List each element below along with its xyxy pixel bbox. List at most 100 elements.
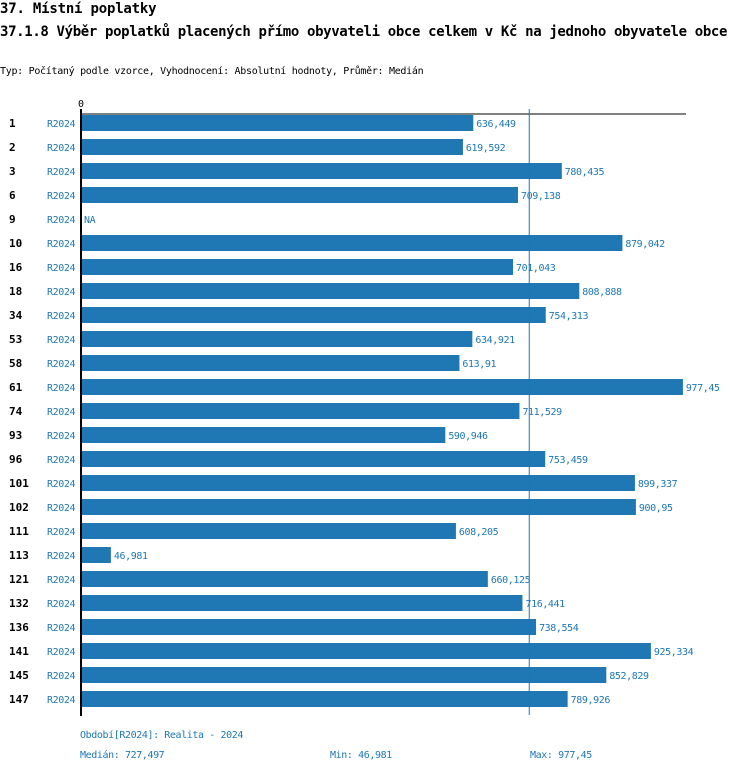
period-label: R2024 <box>47 623 75 634</box>
period-label: R2024 <box>47 551 75 562</box>
category-label: 10 <box>9 237 22 250</box>
category-label: 141 <box>9 645 29 658</box>
period-label: R2024 <box>47 575 75 586</box>
category-label: 1 <box>9 117 16 130</box>
bar <box>82 235 623 251</box>
bar-value-label: 613,91 <box>462 359 496 370</box>
bar-value-label: 780,435 <box>565 167 605 178</box>
category-label: 111 <box>9 525 29 538</box>
max-stat: Max: 977,45 <box>530 750 592 761</box>
period-label: R2024 <box>47 119 75 130</box>
period-label: R2024 <box>47 167 75 178</box>
period-label: R2024 <box>47 695 75 706</box>
bar <box>82 595 523 611</box>
category-label: 136 <box>9 621 29 634</box>
category-label: 61 <box>9 381 23 394</box>
category-label: 132 <box>9 597 29 610</box>
period-label: R2024 <box>47 383 75 394</box>
category-label: 96 <box>9 453 23 466</box>
category-label: 93 <box>9 429 22 442</box>
bar-value-label: 753,459 <box>548 455 588 466</box>
median-stat: Medián: 727,497 <box>80 750 165 761</box>
bar-value-label: 900,95 <box>639 503 673 514</box>
bar-value-label: 852,829 <box>609 671 649 682</box>
period-label: R2024 <box>47 599 75 610</box>
chart-subtitle: Typ: Počítaný podle vzorce, Vyhodnocení:… <box>0 66 424 77</box>
bar <box>82 667 607 683</box>
bar-value-label: 590,946 <box>448 431 488 442</box>
bar <box>82 187 518 203</box>
bar-value-label: 709,138 <box>521 191 561 202</box>
bar <box>82 523 456 539</box>
category-label: 147 <box>9 693 29 706</box>
bar <box>82 691 568 707</box>
period-label: R2024 <box>47 287 75 298</box>
bar <box>82 163 562 179</box>
period-label: R2024 <box>47 671 75 682</box>
category-label: 53 <box>9 333 22 346</box>
bar <box>82 355 460 371</box>
bar-value-label: 738,554 <box>539 623 579 634</box>
category-label: 2 <box>9 141 16 154</box>
bar <box>82 571 488 587</box>
bar-value-label: 754,313 <box>549 311 589 322</box>
bar <box>82 331 473 347</box>
bar-value-label: 634,921 <box>475 335 515 346</box>
min-stat: Min: 46,981 <box>330 750 392 761</box>
bar-value-label: 808,888 <box>582 287 622 298</box>
category-label: 113 <box>9 549 29 562</box>
category-label: 102 <box>9 501 29 514</box>
bar-value-label: NA <box>84 215 96 226</box>
bar-value-label: 46,981 <box>114 551 148 562</box>
bar <box>82 115 474 131</box>
bar-value-label: 879,042 <box>625 239 665 250</box>
period-label: R2024 <box>47 191 75 202</box>
bar-value-label: 899,337 <box>638 479 678 490</box>
bar <box>82 427 446 443</box>
category-label: 101 <box>9 477 29 490</box>
period-label: R2024 <box>47 239 75 250</box>
period-label: R2024 <box>47 143 75 154</box>
period-label: R2024 <box>47 359 75 370</box>
bar-value-label: 925,334 <box>654 647 694 658</box>
bar <box>82 619 537 635</box>
bar-value-label: 619,592 <box>466 143 506 154</box>
category-label: 6 <box>9 189 16 202</box>
bar-value-label: 636,449 <box>476 119 516 130</box>
category-label: 145 <box>9 669 29 682</box>
bar-value-label: 660,125 <box>491 575 531 586</box>
period-label: R2024 <box>47 647 75 658</box>
bar <box>82 643 651 659</box>
bar-value-label: 716,441 <box>525 599 565 610</box>
period-label: R2024 <box>47 263 75 274</box>
period-label: R2024 <box>47 431 75 442</box>
indicator-title: 37.1.8 Výběr poplatků placených přímo ob… <box>0 24 728 40</box>
bar <box>82 379 683 395</box>
period-label: R2024 <box>47 335 75 346</box>
period-label: R2024 <box>47 311 75 322</box>
category-label: 34 <box>9 309 23 322</box>
section-title: 37. Místní poplatky <box>0 1 157 17</box>
category-label: 18 <box>9 285 22 298</box>
bar <box>82 283 580 299</box>
bar-value-label: 789,926 <box>571 695 611 706</box>
bar <box>82 475 635 491</box>
period-label: R2024 <box>47 479 75 490</box>
category-label: 16 <box>9 261 23 274</box>
category-label: 74 <box>9 405 23 418</box>
bar-value-label: 977,45 <box>686 383 720 394</box>
category-label: 58 <box>9 357 22 370</box>
category-label: 9 <box>9 213 16 226</box>
bar-value-label: 711,529 <box>522 407 562 418</box>
category-label: 3 <box>9 165 16 178</box>
period-label: R2024 <box>47 455 75 466</box>
bar <box>82 403 520 419</box>
bar <box>82 547 111 563</box>
bar <box>82 307 546 323</box>
bar <box>82 499 636 515</box>
bar-value-label: 608,205 <box>459 527 499 538</box>
period-legend: Období[R2024]: Realita - 2024 <box>80 730 243 741</box>
period-label: R2024 <box>47 503 75 514</box>
bar <box>82 451 546 467</box>
